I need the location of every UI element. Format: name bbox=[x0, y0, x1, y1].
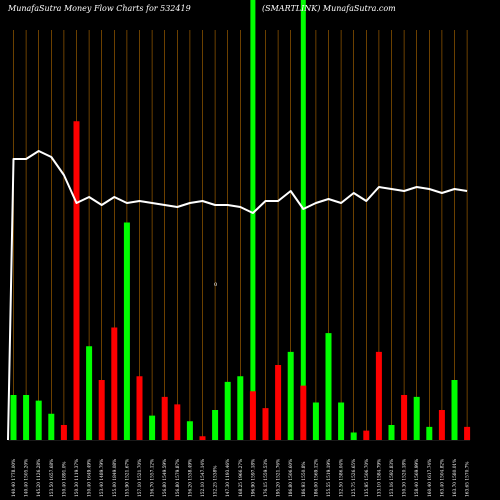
tick-label: 152.50 1586.04% bbox=[340, 459, 345, 497]
zero-label: 0 bbox=[214, 282, 217, 288]
tick-label: 140.40 1505.20% bbox=[25, 459, 30, 497]
x-tick-labels: 140.40 1778.00% 140.40 1505.20% 145.20 112… bbox=[12, 459, 471, 497]
chart-header-right: (SMARTLINK) MunafaSutra.com bbox=[262, 4, 396, 13]
bar bbox=[325, 333, 332, 440]
bar bbox=[262, 408, 269, 440]
tick-label: 163.70 1580.01% bbox=[453, 459, 458, 497]
bars bbox=[10, 121, 471, 440]
tick-label: 195.20 1521.76% bbox=[277, 459, 282, 497]
bar bbox=[48, 413, 55, 440]
bar bbox=[363, 430, 370, 440]
bar bbox=[338, 402, 345, 440]
bar bbox=[350, 432, 357, 440]
bar bbox=[98, 380, 105, 440]
tick-label: 153.40 1489.79% bbox=[100, 459, 105, 497]
tick-label: 152.10 1547.14% bbox=[201, 459, 206, 497]
tick-label: 155.55 1519.19% bbox=[327, 459, 332, 497]
bar bbox=[35, 400, 42, 440]
tick-label: 157.10 1521.70% bbox=[138, 459, 143, 497]
tick-label: 158.40 1569.99% bbox=[415, 459, 420, 497]
tick-label: 156.80 1579.87% bbox=[176, 459, 181, 497]
bar bbox=[186, 421, 193, 440]
bar bbox=[212, 410, 219, 440]
tick-label: 156.80 1549.59% bbox=[163, 459, 168, 497]
tick-label: 140.40 1778.00% bbox=[12, 459, 17, 497]
bar bbox=[464, 426, 471, 440]
bar bbox=[136, 376, 143, 440]
bar bbox=[451, 380, 458, 440]
bar bbox=[174, 404, 181, 440]
tick-label: 153.16 1592.83% bbox=[390, 459, 395, 497]
tick-label: 160.40 1617.74% bbox=[428, 459, 433, 497]
tick-label: 153.50 1657.68% bbox=[50, 459, 55, 497]
bar bbox=[312, 402, 319, 440]
tick-label: 150.40 1891.0% bbox=[62, 461, 67, 497]
bar bbox=[237, 376, 244, 440]
bar bbox=[300, 385, 307, 440]
bar bbox=[199, 436, 206, 440]
tick-label: 135.95 1506.70% bbox=[365, 459, 370, 497]
tick-label: 176.15 1559.53% bbox=[264, 459, 269, 497]
bar bbox=[60, 425, 67, 440]
bar bbox=[224, 381, 231, 440]
flow-line bbox=[7, 150, 468, 441]
tick-label: 168.25 1966.27% bbox=[239, 459, 244, 497]
tick-label: 163.40 1504.82% bbox=[440, 459, 445, 497]
bar bbox=[73, 121, 80, 440]
tick-label: 155.00 1849.08% bbox=[113, 459, 118, 497]
bar bbox=[401, 395, 408, 440]
tick-label: 150.30 1119.37% bbox=[75, 459, 80, 497]
bar bbox=[86, 346, 93, 440]
bar bbox=[388, 425, 395, 440]
bar bbox=[123, 222, 130, 440]
chart-header-left: MunafaSutra Money Flow Charts for 532419 bbox=[7, 4, 191, 13]
bar bbox=[426, 426, 433, 440]
bar bbox=[249, 391, 256, 440]
flow-line-group bbox=[7, 150, 468, 441]
bar bbox=[149, 415, 156, 440]
bar bbox=[275, 365, 282, 440]
bar bbox=[161, 396, 168, 440]
bar bbox=[375, 351, 382, 440]
tick-label: 186.80 1506.60% bbox=[289, 459, 294, 497]
highlight-marker bbox=[250, 0, 256, 440]
tick-label: 152.25 1538% bbox=[214, 466, 219, 497]
tick-label: 186.00 1569.12% bbox=[314, 459, 319, 497]
bar bbox=[111, 327, 118, 440]
highlight-marker bbox=[300, 0, 306, 440]
tick-label: 156.70 1557.12% bbox=[151, 459, 156, 497]
tick-label: 133.10 1584.79% bbox=[377, 459, 382, 497]
tick-label: 186.93 1550.8% bbox=[302, 461, 307, 497]
bar bbox=[10, 395, 17, 440]
tick-label: 156.20 1538.49% bbox=[188, 459, 193, 497]
tick-label: 150.30 1520.18% bbox=[403, 459, 408, 497]
tick-label: 196.90 1597.18% bbox=[251, 459, 256, 497]
tick-label: 150.40 1649.49% bbox=[88, 459, 93, 497]
tick-label: 145.20 1126.28% bbox=[37, 459, 42, 497]
bar bbox=[438, 410, 445, 440]
tick-label: 155.90 1521.67% bbox=[125, 459, 130, 497]
tick-label: 163.65 1570.7% bbox=[466, 461, 471, 497]
bar bbox=[23, 395, 30, 440]
bar bbox=[413, 396, 420, 440]
highlight-markers bbox=[250, 0, 306, 440]
tick-label: 147.30 1193.46% bbox=[226, 459, 231, 497]
tick-label: 125.75 1526.65% bbox=[352, 459, 357, 497]
bar bbox=[287, 351, 294, 440]
